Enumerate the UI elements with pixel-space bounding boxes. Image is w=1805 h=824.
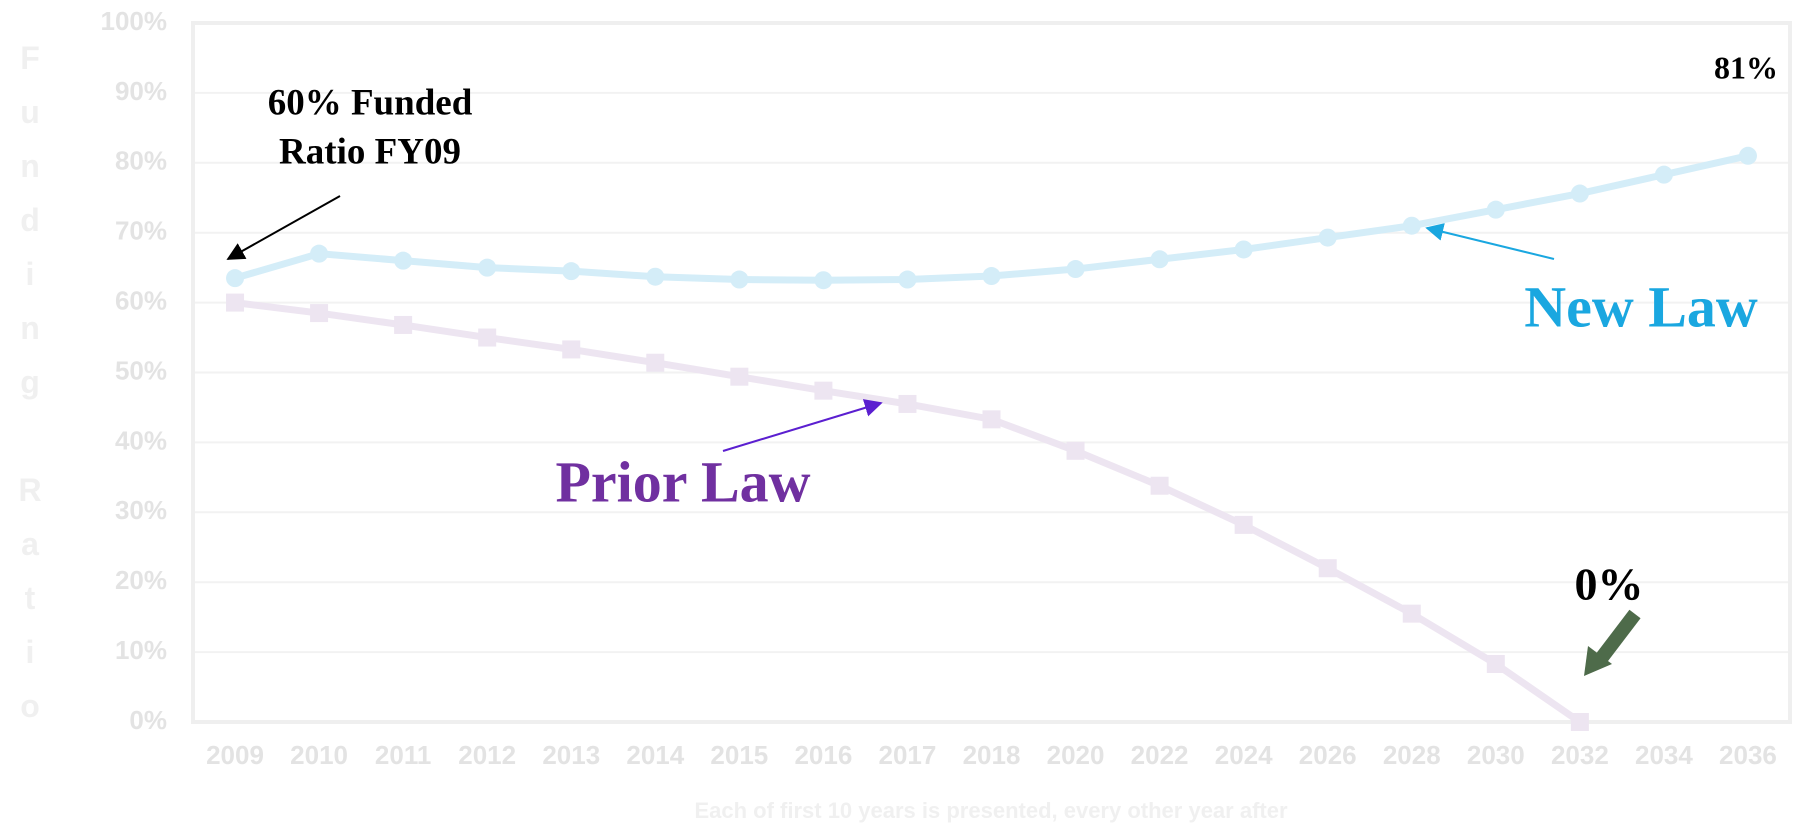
point (982, 410, 1001, 429)
point (226, 293, 245, 312)
x-tick-label: 2014 (626, 740, 684, 770)
x-tick-label: 2030 (1467, 740, 1525, 770)
arrow (722, 399, 883, 452)
point (814, 381, 833, 400)
point (898, 270, 917, 289)
y-tick-label: 30% (115, 495, 167, 525)
point (562, 262, 581, 281)
point (814, 271, 833, 290)
point (1738, 146, 1757, 165)
annotation: 0% (1575, 559, 1644, 610)
x-tick-label: 2010 (290, 740, 348, 770)
point (898, 394, 917, 413)
point (1570, 184, 1589, 203)
y-tick-label: 40% (115, 425, 167, 455)
x-tick-label: 2026 (1299, 740, 1357, 770)
x-tick-label: 2028 (1383, 740, 1441, 770)
y-tick-label: 20% (115, 565, 167, 595)
y-tick-label: 50% (115, 355, 167, 385)
y-tick-label: 100% (101, 6, 168, 36)
y-tick-label: 60% (115, 285, 167, 315)
point (1150, 250, 1169, 269)
x-tick-label: 2024 (1215, 740, 1273, 770)
x-tick-label: 2018 (963, 740, 1021, 770)
y-tick-label: 90% (115, 76, 167, 106)
x-tick-label: 2034 (1635, 740, 1693, 770)
series-label: New Law (1524, 274, 1758, 339)
point (730, 367, 749, 386)
point (1486, 654, 1505, 673)
arrow (226, 195, 341, 260)
arrow-head (1584, 646, 1612, 676)
point (1402, 604, 1421, 623)
point (646, 267, 665, 286)
point (394, 251, 413, 270)
point (1486, 200, 1505, 219)
point (478, 328, 497, 347)
point (310, 244, 329, 263)
point (1234, 515, 1253, 534)
x-tick-label: 2022 (1131, 740, 1189, 770)
point (1570, 713, 1589, 731)
y-tick-label: 0% (129, 705, 167, 735)
point (982, 267, 1001, 286)
annotation: Ratio FY09 (279, 131, 461, 172)
arrow (1594, 609, 1641, 665)
x-axis-title: Each of first 10 years is presented, eve… (694, 798, 1288, 823)
point (1066, 260, 1085, 279)
annotation: 81% (1714, 49, 1778, 85)
point (1150, 476, 1169, 495)
y-tick-label: 70% (115, 216, 167, 246)
point (1402, 216, 1421, 235)
y-axis-title: Funding Ratio (12, 40, 48, 742)
point (1318, 559, 1337, 578)
point (562, 340, 581, 359)
point (1318, 228, 1337, 247)
point (1234, 240, 1253, 259)
x-tick-label: 2011 (375, 740, 431, 770)
point (478, 258, 497, 277)
point (730, 270, 749, 289)
point (310, 304, 329, 323)
x-tick-label: 2015 (710, 740, 768, 770)
x-tick-label: 2016 (794, 740, 852, 770)
x-tick-label: 2012 (458, 740, 516, 770)
plot-border (191, 21, 1792, 724)
series-line (234, 152, 1749, 284)
arrow (1425, 223, 1555, 260)
series-label: Prior Law (555, 449, 810, 514)
x-tick-label: 2032 (1551, 740, 1609, 770)
x-tick-label: 2013 (542, 740, 600, 770)
y-tick-label: 80% (115, 146, 167, 176)
x-tick-label: 2036 (1719, 740, 1777, 770)
point (1654, 165, 1673, 184)
x-tick-label: 2017 (879, 740, 937, 770)
point (394, 315, 413, 334)
x-tick-label: 2009 (206, 740, 264, 770)
point (226, 269, 245, 288)
annotation: 60% Funded (268, 82, 473, 123)
point (646, 353, 665, 372)
x-tick-label: 2020 (1047, 740, 1105, 770)
y-tick-label: 10% (115, 635, 167, 665)
point (1066, 441, 1085, 460)
